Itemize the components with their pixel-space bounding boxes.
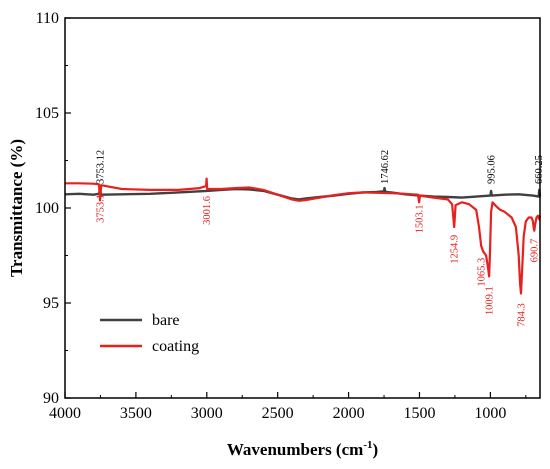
series-layer (64, 177, 542, 295)
x-tick-label: 3500 (120, 405, 152, 422)
peak-label-bottom: 784.3 (516, 303, 527, 327)
peak-label-top: 3753.12 (96, 150, 107, 184)
x-tick-label: 1000 (474, 405, 506, 422)
x-tick-label: 1500 (403, 405, 435, 422)
peak-label-bottom: 1065.3 (477, 258, 488, 287)
x-axis-title: Wavenumbers (cm-1) (227, 439, 378, 459)
y-tick-label: 105 (35, 105, 59, 122)
plot-frame (64, 17, 541, 399)
peak-label-top: 995.06 (487, 155, 498, 184)
y-tick-label: 110 (36, 10, 59, 27)
legend-label-coating: coating (152, 338, 199, 355)
peak-label-bottom: 1009.1 (485, 286, 496, 315)
x-axis: 4000 3500 3000 2500 2000 1500 1000 (49, 392, 527, 422)
peak-label-bottom: 3753.1 (96, 194, 107, 223)
series-line-coating (65, 177, 542, 295)
x-tick-label: 3000 (191, 405, 223, 422)
peak-label-bottom: 1503.1 (415, 205, 426, 234)
x-tick-label: 4000 (49, 405, 81, 422)
y-tick-label: 100 (35, 200, 59, 217)
peak-label-bottom: 1254.9 (450, 235, 461, 264)
legend: bare coating (100, 312, 199, 355)
peak-label-bottom: 690.7 (530, 239, 541, 263)
peak-label-top: 1746.62 (380, 150, 391, 184)
x-tick-label: 2500 (262, 405, 294, 422)
y-axis-title: Transmittance (%) (7, 139, 26, 277)
legend-label-bare: bare (152, 312, 180, 329)
peak-label-bottom: 3001.6 (202, 196, 213, 225)
x-tick-label: 2000 (333, 405, 365, 422)
y-tick-label: 90 (43, 390, 59, 407)
y-axis: 90 95 100 105 110 (35, 10, 71, 407)
y-tick-label: 95 (43, 295, 59, 312)
